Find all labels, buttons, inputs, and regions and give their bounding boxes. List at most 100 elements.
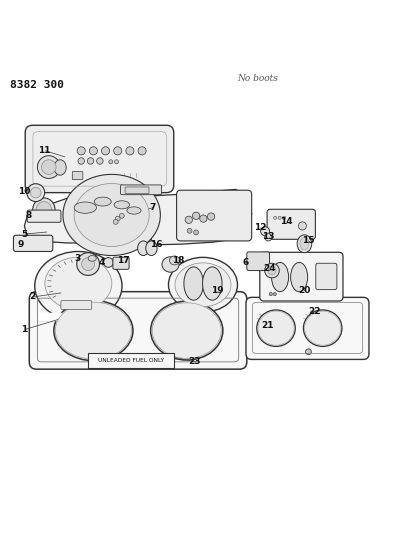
Polygon shape <box>38 313 117 320</box>
Ellipse shape <box>202 267 222 300</box>
Circle shape <box>192 212 199 220</box>
Circle shape <box>119 213 124 218</box>
FancyBboxPatch shape <box>13 235 53 252</box>
Circle shape <box>97 158 103 164</box>
Ellipse shape <box>137 241 148 255</box>
Text: 16: 16 <box>150 240 162 249</box>
Circle shape <box>27 184 45 201</box>
Ellipse shape <box>35 252 122 320</box>
Text: 12: 12 <box>253 223 265 232</box>
Circle shape <box>187 228 191 233</box>
Circle shape <box>137 356 143 362</box>
Text: 24: 24 <box>263 264 276 273</box>
Ellipse shape <box>55 302 131 359</box>
Text: 2: 2 <box>29 293 36 302</box>
Circle shape <box>264 233 271 241</box>
Ellipse shape <box>74 183 149 246</box>
Circle shape <box>115 216 120 221</box>
Circle shape <box>267 266 275 274</box>
Ellipse shape <box>257 311 293 345</box>
Text: 20: 20 <box>297 286 310 295</box>
FancyBboxPatch shape <box>125 187 148 193</box>
Ellipse shape <box>33 198 55 221</box>
Text: UNLEADED FUEL ONLY: UNLEADED FUEL ONLY <box>97 358 163 363</box>
Ellipse shape <box>152 303 221 358</box>
Circle shape <box>207 213 214 220</box>
Circle shape <box>89 147 97 155</box>
Circle shape <box>103 257 113 268</box>
Text: 19: 19 <box>210 286 223 295</box>
Circle shape <box>41 160 56 174</box>
Text: 21: 21 <box>261 321 274 330</box>
Circle shape <box>138 147 146 155</box>
Text: 7: 7 <box>149 203 155 212</box>
Ellipse shape <box>94 197 111 206</box>
Circle shape <box>273 216 276 220</box>
Circle shape <box>113 220 118 224</box>
FancyBboxPatch shape <box>246 252 269 271</box>
Text: 15: 15 <box>301 236 314 245</box>
Ellipse shape <box>184 267 203 300</box>
Circle shape <box>126 147 134 155</box>
Circle shape <box>114 160 118 164</box>
Text: 9: 9 <box>17 240 23 249</box>
Text: No boots: No boots <box>237 74 278 83</box>
Circle shape <box>282 216 285 220</box>
Ellipse shape <box>88 255 96 261</box>
FancyBboxPatch shape <box>176 190 251 241</box>
FancyBboxPatch shape <box>72 172 83 180</box>
Ellipse shape <box>169 256 179 265</box>
FancyBboxPatch shape <box>29 292 246 369</box>
Ellipse shape <box>271 262 288 292</box>
Text: 1: 1 <box>21 325 27 334</box>
Circle shape <box>277 216 281 220</box>
FancyBboxPatch shape <box>120 185 161 195</box>
Text: 6: 6 <box>242 258 248 267</box>
Ellipse shape <box>145 241 157 255</box>
Circle shape <box>81 257 94 271</box>
Text: 23: 23 <box>188 357 200 366</box>
Text: 8382 300: 8382 300 <box>10 80 64 90</box>
Circle shape <box>264 263 279 278</box>
Text: 4: 4 <box>98 258 104 267</box>
Ellipse shape <box>304 311 340 345</box>
Circle shape <box>199 215 207 222</box>
Circle shape <box>298 222 306 230</box>
FancyBboxPatch shape <box>112 257 129 269</box>
Ellipse shape <box>63 174 160 255</box>
Text: 14: 14 <box>279 217 292 227</box>
FancyBboxPatch shape <box>315 263 336 289</box>
Text: 18: 18 <box>172 256 184 265</box>
Text: 8: 8 <box>25 211 31 220</box>
Circle shape <box>268 293 272 296</box>
Circle shape <box>78 158 84 164</box>
Ellipse shape <box>162 257 179 272</box>
Circle shape <box>76 253 99 276</box>
Circle shape <box>87 158 94 164</box>
Text: 17: 17 <box>117 256 130 265</box>
FancyBboxPatch shape <box>61 301 92 310</box>
Circle shape <box>113 147 121 155</box>
Circle shape <box>272 293 276 296</box>
FancyBboxPatch shape <box>27 210 61 222</box>
Circle shape <box>193 230 198 235</box>
Circle shape <box>37 156 60 179</box>
Ellipse shape <box>290 262 307 292</box>
Circle shape <box>108 160 112 164</box>
Circle shape <box>305 349 310 354</box>
Ellipse shape <box>36 201 52 218</box>
Ellipse shape <box>175 263 230 306</box>
Ellipse shape <box>299 238 308 250</box>
Ellipse shape <box>74 202 96 213</box>
FancyBboxPatch shape <box>259 252 342 301</box>
Circle shape <box>184 216 192 223</box>
Text: 3: 3 <box>74 254 80 263</box>
Polygon shape <box>25 189 251 245</box>
Ellipse shape <box>54 301 133 361</box>
FancyBboxPatch shape <box>25 125 173 192</box>
Circle shape <box>77 147 85 155</box>
FancyBboxPatch shape <box>266 209 315 239</box>
Text: 22: 22 <box>308 306 320 316</box>
Ellipse shape <box>114 201 129 209</box>
Ellipse shape <box>168 257 237 312</box>
